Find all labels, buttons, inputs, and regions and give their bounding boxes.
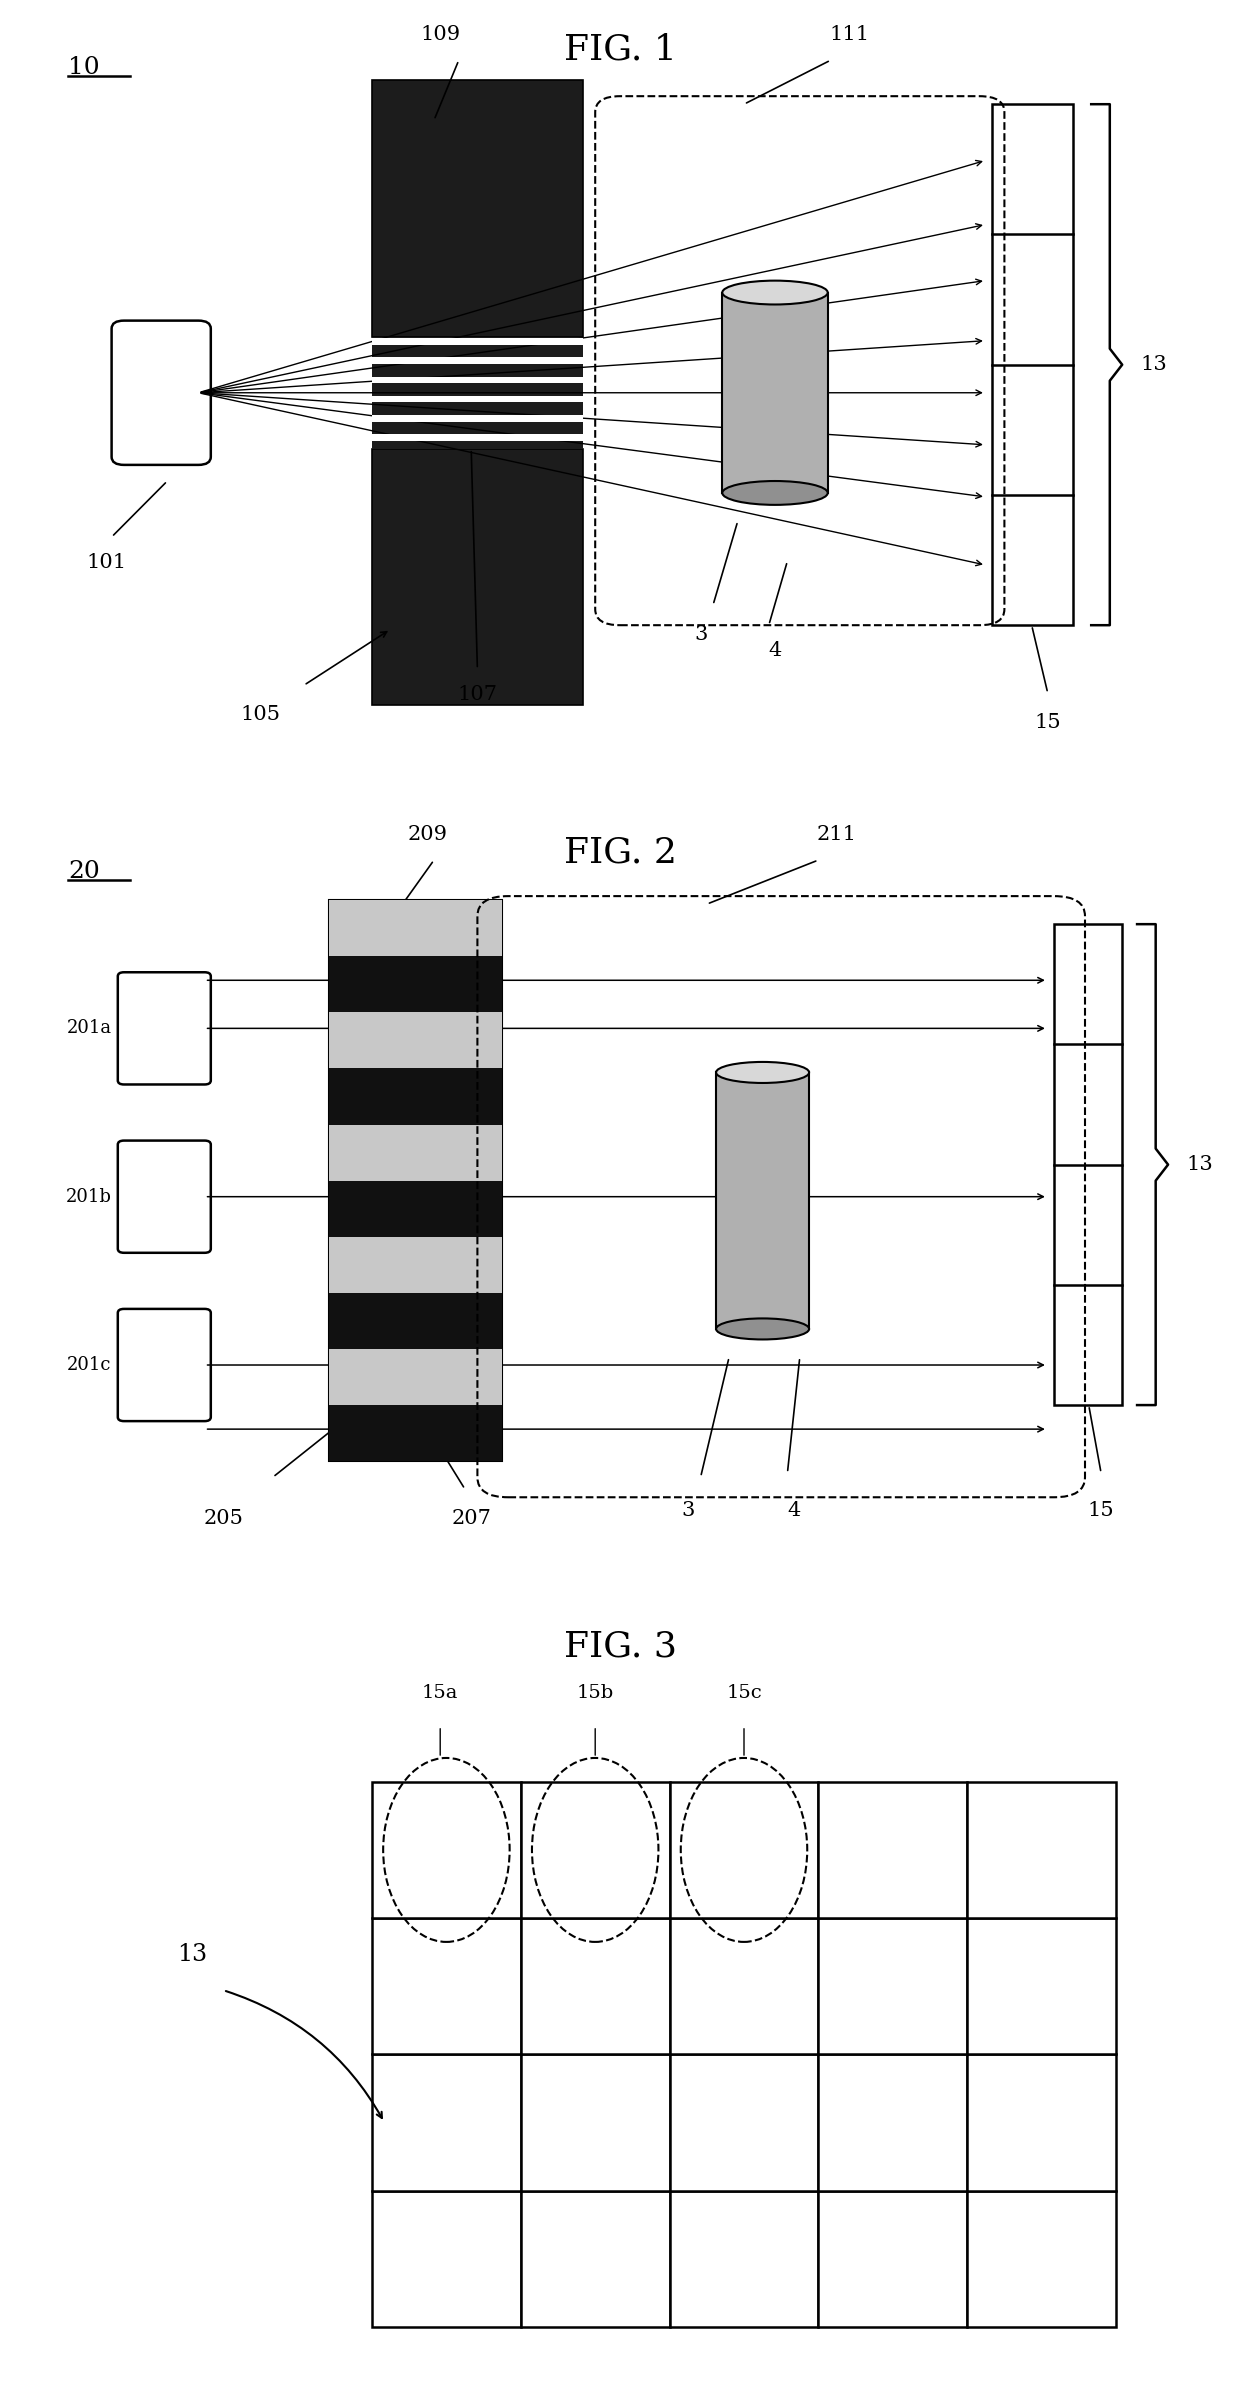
Text: 15: 15 [1034,712,1061,732]
Text: 15a: 15a [422,1685,459,1702]
Text: 111: 111 [830,24,869,43]
Text: 13: 13 [1187,1155,1214,1175]
Bar [372,339,583,344]
Bar [372,1918,521,2053]
Text: 15b: 15b [577,1685,614,1702]
Bar [521,2053,670,2190]
Text: 3: 3 [682,1502,694,1521]
Bar [329,900,502,956]
Text: 15c: 15c [727,1685,761,1702]
Bar [818,1781,967,1918]
Text: 201a: 201a [67,1021,112,1037]
FancyBboxPatch shape [717,1074,808,1329]
Bar [967,1918,1116,2053]
Text: 201b: 201b [66,1187,112,1206]
Text: FIG. 2: FIG. 2 [563,835,677,869]
Text: 3: 3 [694,626,707,645]
Bar [818,2190,967,2328]
Text: FIG. 3: FIG. 3 [563,1630,677,1663]
Bar [372,378,583,383]
Bar [329,900,502,1461]
Bar [521,1918,670,2053]
Text: 15: 15 [1087,1502,1115,1521]
Text: 105: 105 [241,705,280,725]
Text: 4: 4 [769,640,781,660]
Text: 207: 207 [451,1509,491,1528]
Bar [329,956,502,1013]
Bar [329,1237,502,1293]
Bar [329,1293,502,1348]
Bar [372,359,583,363]
Bar [372,397,583,402]
Bar [372,2190,521,2328]
Text: 13: 13 [177,1942,207,1967]
Text: FIG. 1: FIG. 1 [563,31,677,65]
Text: 211: 211 [817,826,857,845]
Bar [372,79,583,337]
Text: 107: 107 [458,686,497,705]
Bar [372,448,583,705]
Bar [372,1781,521,1918]
Bar [967,1781,1116,1918]
Bar [992,104,1073,626]
Ellipse shape [717,1319,808,1338]
Ellipse shape [722,481,828,505]
Bar [329,1348,502,1406]
Bar [329,1406,502,1461]
Bar [818,2053,967,2190]
Bar [372,2053,521,2190]
Bar [372,414,583,421]
Text: 101: 101 [87,554,126,573]
Bar [670,1781,818,1918]
Ellipse shape [717,1061,808,1083]
Bar [967,2190,1116,2328]
Bar [670,2190,818,2328]
Bar [329,1013,502,1069]
FancyBboxPatch shape [118,1309,211,1420]
Bar [372,433,583,440]
Text: 20: 20 [68,859,100,883]
Bar [372,337,583,448]
Bar [967,2053,1116,2190]
Text: 4: 4 [787,1502,800,1521]
Bar [521,2190,670,2328]
FancyBboxPatch shape [722,294,828,493]
Bar [329,1069,502,1124]
FancyBboxPatch shape [118,972,211,1086]
Bar [521,1781,670,1918]
Bar [329,1182,502,1237]
Text: 10: 10 [68,55,100,79]
Text: 13: 13 [1141,356,1168,373]
Text: 205: 205 [203,1509,243,1528]
Text: 209: 209 [408,826,448,845]
Bar [1054,924,1122,1406]
FancyBboxPatch shape [118,1141,211,1252]
Bar [670,1918,818,2053]
Text: 201c: 201c [67,1355,112,1374]
Ellipse shape [722,282,828,303]
Text: 109: 109 [420,24,460,43]
Bar [818,1918,967,2053]
Bar [670,2053,818,2190]
Bar [329,1124,502,1182]
FancyBboxPatch shape [112,320,211,465]
